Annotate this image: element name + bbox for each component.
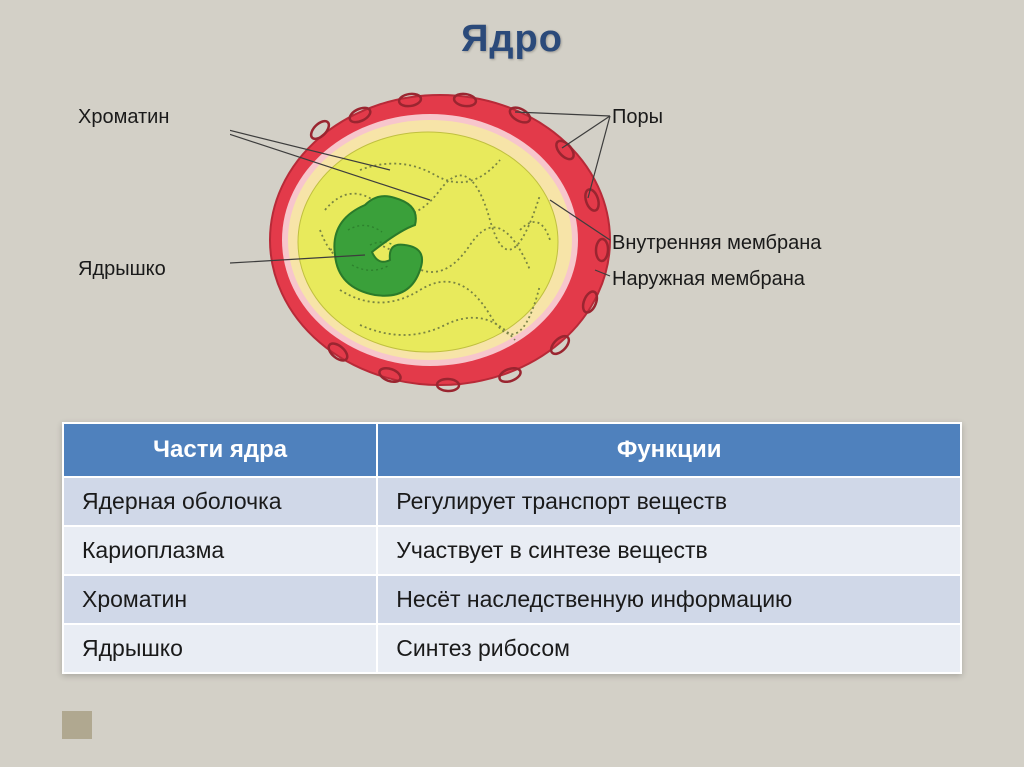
col-header-functions: Функции bbox=[377, 423, 961, 477]
cell-function: Участвует в синтезе веществ bbox=[377, 526, 961, 575]
cell-function: Несёт наследственную информацию bbox=[377, 575, 961, 624]
table-row: Ядрышко Синтез рибосом bbox=[63, 624, 961, 673]
table-header-row: Части ядра Функции bbox=[63, 423, 961, 477]
cell-function: Регулирует транспорт веществ bbox=[377, 477, 961, 526]
cell-part: Ядерная оболочка bbox=[63, 477, 377, 526]
label-nucleolus: Ядрышко bbox=[78, 258, 166, 281]
table-row: Ядерная оболочка Регулирует транспорт ве… bbox=[63, 477, 961, 526]
col-header-parts: Части ядра bbox=[63, 423, 377, 477]
page-root: Ядро Хроматин Ядрышко Поры Внутренняя ме… bbox=[0, 0, 1024, 767]
label-inner-membrane: Внутренняя мембрана bbox=[612, 232, 821, 255]
label-chromatin: Хроматин bbox=[78, 106, 169, 129]
cell-function: Синтез рибосом bbox=[377, 624, 961, 673]
footer-marker bbox=[62, 711, 92, 739]
nucleus-illustration bbox=[230, 70, 630, 400]
table-row: Хроматин Несёт наследственную информацию bbox=[63, 575, 961, 624]
cell-part: Кариоплазма bbox=[63, 526, 377, 575]
cell-part: Ядрышко bbox=[63, 624, 377, 673]
nucleus-parts-table: Части ядра Функции Ядерная оболочка Регу… bbox=[62, 422, 962, 674]
cell-part: Хроматин bbox=[63, 575, 377, 624]
page-title: Ядро bbox=[461, 18, 563, 61]
table-row: Кариоплазма Участвует в синтезе веществ bbox=[63, 526, 961, 575]
label-outer-membrane: Наружная мембрана bbox=[612, 268, 805, 291]
diagram-area: Хроматин Ядрышко Поры Внутренняя мембран… bbox=[0, 70, 1024, 420]
